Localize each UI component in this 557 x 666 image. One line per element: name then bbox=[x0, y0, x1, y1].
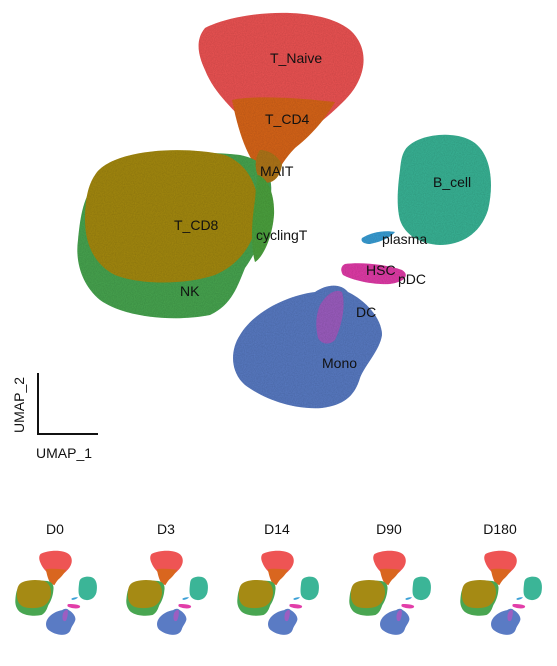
label-t-cd8: T_CD8 bbox=[174, 217, 219, 233]
y-axis-label: UMAP_2 bbox=[11, 377, 27, 433]
panel-d14: D14 bbox=[222, 521, 332, 666]
mini-umap-d14 bbox=[237, 550, 319, 635]
label-b-cell: B_cell bbox=[433, 174, 471, 190]
label-t-naive: T_Naive bbox=[270, 50, 322, 66]
cluster-plasma bbox=[361, 231, 395, 244]
x-axis-label: UMAP_1 bbox=[36, 445, 92, 461]
mini-umap-d90 bbox=[349, 550, 431, 635]
label-pdc: pDC bbox=[398, 271, 426, 287]
label-nk: NK bbox=[180, 283, 200, 299]
label-t-cd4: T_CD4 bbox=[265, 111, 310, 127]
cluster-mait bbox=[255, 150, 282, 183]
panel-d90: D90 bbox=[334, 521, 444, 666]
panel-title-d180: D180 bbox=[483, 521, 517, 537]
panel-title-d0: D0 bbox=[46, 521, 64, 537]
panel-title-d90: D90 bbox=[376, 521, 402, 537]
cluster-cycling-t bbox=[251, 175, 275, 262]
panel-title-d3: D3 bbox=[157, 521, 175, 537]
panel-d3: D3 bbox=[111, 521, 221, 666]
label-mait: MAIT bbox=[260, 163, 294, 179]
mini-umap-d0 bbox=[15, 550, 97, 635]
panel-d180: D180 bbox=[445, 521, 555, 666]
panel-title-d14: D14 bbox=[264, 521, 290, 537]
label-plasma: plasma bbox=[382, 231, 427, 247]
cluster-b-cell bbox=[397, 134, 491, 245]
cluster-mono bbox=[233, 285, 382, 409]
mini-umap-d3 bbox=[126, 550, 208, 635]
mini-umap-d180 bbox=[460, 550, 542, 635]
axis-indicator bbox=[37, 373, 98, 435]
label-mono: Mono bbox=[322, 355, 357, 371]
label-cycling-t: cyclingT bbox=[256, 227, 308, 243]
label-hsc: HSC bbox=[366, 262, 396, 278]
cluster-t-cd8 bbox=[85, 150, 259, 283]
cluster-dc bbox=[316, 290, 344, 344]
cluster-hsc-pdc bbox=[341, 263, 406, 285]
panel-d0: D0 bbox=[0, 521, 110, 666]
main-umap-plot: T_Naive T_CD4 MAIT T_CD8 cyclingT NK B_c… bbox=[11, 12, 491, 461]
label-dc: DC bbox=[356, 304, 376, 320]
